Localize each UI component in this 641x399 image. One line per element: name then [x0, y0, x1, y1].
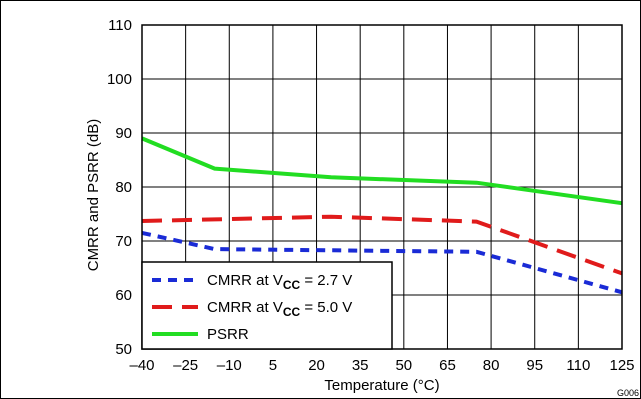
y-axis-title: CMRR and PSRR (dB): [85, 119, 102, 272]
x-axis-tick-labels: –40 –25 –10 5 20 35 50 65 80 95 110 125: [129, 357, 634, 374]
x-tick-label: 125: [609, 357, 634, 374]
x-tick-label: –40: [129, 357, 154, 374]
legend: CMRR at VCC = 2.7 V CMRR at VCC = 5.0 V PS…: [141, 261, 393, 350]
legend-label-1: CMRR at VCC = 2.7 V: [207, 272, 352, 292]
figure-id: G006: [617, 388, 639, 398]
series-lines: [141, 136, 623, 295]
x-tick-label: –25: [173, 357, 198, 374]
y-tick-label: 50: [115, 341, 132, 358]
x-tick-label: 110: [566, 357, 590, 374]
x-tick-label: 5: [269, 357, 277, 374]
series-line-2: [141, 214, 623, 276]
y-axis-tick-labels: 50 60 70 80 90 100 110: [107, 17, 132, 358]
x-axis-title: Temperature (°C): [324, 377, 439, 394]
x-tick-label: 50: [395, 357, 412, 374]
y-tick-label: 80: [115, 179, 132, 196]
series-line-3: [141, 136, 623, 206]
y-tick-label: 110: [108, 17, 132, 34]
x-tick-label: 65: [439, 357, 456, 374]
x-tick-label: 20: [308, 357, 325, 374]
series-line-1: [141, 230, 623, 295]
legend-label-3: PSRR: [207, 326, 249, 343]
y-tick-label: 100: [107, 71, 132, 88]
legend-label-2: CMRR at VCC = 5.0 V: [207, 299, 352, 319]
x-tick-label: 35: [352, 357, 369, 374]
x-tick-label: 95: [526, 357, 543, 374]
y-tick-label: 60: [115, 287, 132, 304]
y-tick-label: 70: [115, 233, 132, 250]
x-tick-label: 80: [483, 357, 500, 374]
y-tick-label: 90: [115, 125, 132, 142]
x-tick-label: –10: [217, 357, 242, 374]
